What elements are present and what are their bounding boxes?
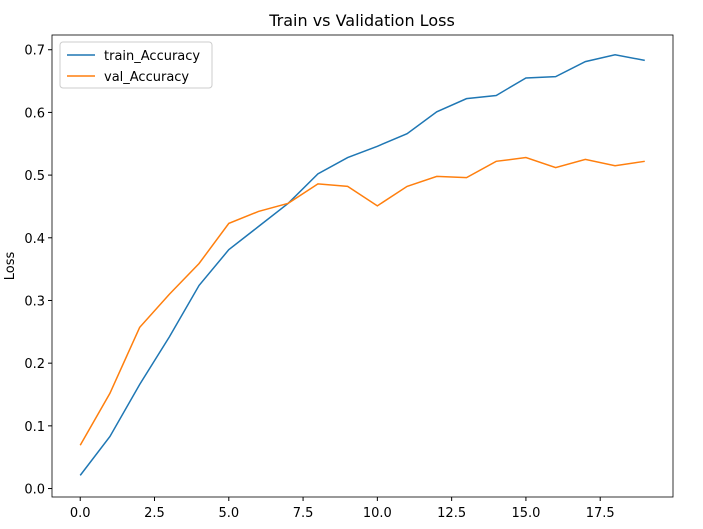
x-tick-label: 12.5 [437, 506, 466, 521]
y-tick-label: 0.2 [24, 357, 45, 372]
x-tick-label: 0.0 [70, 506, 91, 521]
y-tick-label: 0.5 [24, 169, 45, 184]
y-axis-label: Loss [3, 252, 18, 281]
x-tick-label: 7.5 [293, 506, 314, 521]
x-tick-label: 17.5 [586, 506, 615, 521]
line-series [79, 53, 645, 476]
y-tick-label: 0.0 [24, 483, 45, 498]
y-tick-label: 0.7 [24, 44, 45, 59]
line-series [79, 156, 645, 446]
x-tick-label: 5.0 [218, 506, 239, 521]
plot-frame [51, 34, 674, 498]
legend-label: train_Accuracy [104, 49, 200, 64]
y-tick-label: 0.4 [24, 232, 45, 247]
x-tick-label: 10.0 [363, 506, 392, 521]
y-tick-label: 0.3 [24, 294, 45, 309]
y-tick-label: 0.1 [24, 420, 45, 435]
x-tick-label: 15.0 [511, 506, 540, 521]
legend-label: val_Accuracy [104, 70, 189, 85]
chart-title: Train vs Validation Loss [268, 11, 455, 30]
y-tick-label: 0.6 [24, 106, 45, 121]
legend-box [59, 41, 213, 89]
x-tick-label: 2.5 [144, 506, 165, 521]
